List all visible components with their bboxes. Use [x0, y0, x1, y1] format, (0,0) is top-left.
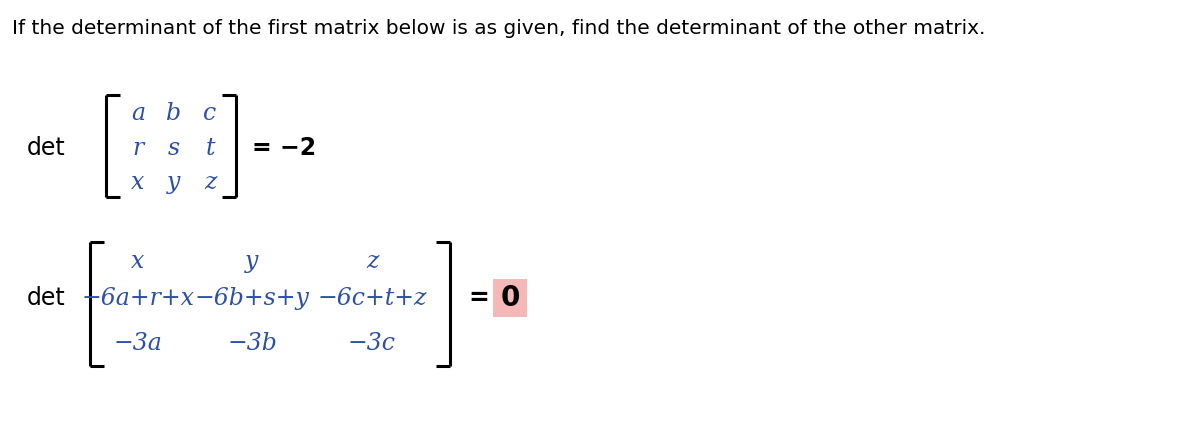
- Text: z: z: [204, 171, 216, 194]
- Text: x: x: [131, 171, 145, 194]
- Text: c: c: [203, 102, 217, 125]
- Text: y: y: [167, 171, 181, 194]
- Text: 0: 0: [500, 284, 520, 312]
- Text: −6c+t+z: −6c+t+z: [317, 287, 427, 310]
- Text: −3a: −3a: [114, 332, 162, 355]
- Text: s: s: [168, 136, 180, 160]
- Text: y: y: [245, 250, 259, 273]
- Text: b: b: [167, 102, 181, 125]
- Text: −3b: −3b: [227, 332, 277, 355]
- Text: −3c: −3c: [348, 332, 396, 355]
- Text: −6a+r+x: −6a+r+x: [82, 287, 194, 310]
- Text: t: t: [205, 136, 215, 160]
- Text: =: =: [468, 286, 488, 310]
- Text: a: a: [131, 102, 145, 125]
- Text: −6b+s+y: −6b+s+y: [194, 287, 310, 310]
- Text: x: x: [131, 250, 145, 273]
- Text: = −2: = −2: [252, 136, 316, 160]
- Text: If the determinant of the first matrix below is as given, find the determinant o: If the determinant of the first matrix b…: [12, 19, 985, 38]
- Text: r: r: [132, 136, 144, 160]
- Text: det: det: [26, 136, 65, 160]
- Text: det: det: [26, 286, 65, 310]
- Text: z: z: [366, 250, 378, 273]
- FancyBboxPatch shape: [493, 279, 527, 317]
